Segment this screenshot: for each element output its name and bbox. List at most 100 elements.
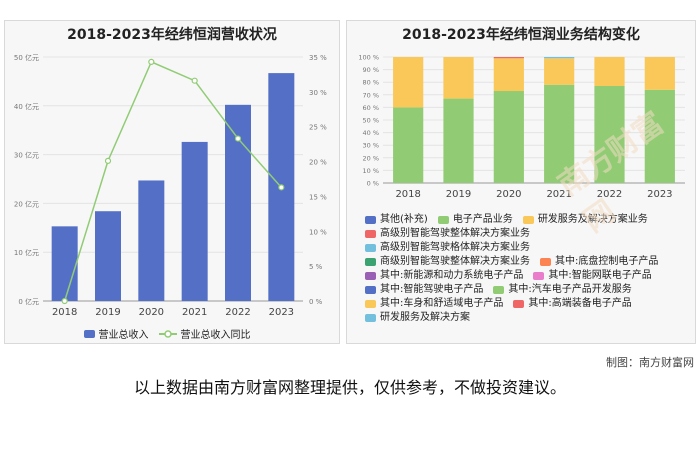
legend-line-icon: [158, 329, 177, 338]
revenue-bar: [181, 141, 208, 301]
legend-label: 研发服务及解决方案业务: [537, 214, 648, 225]
legend-swatch: [365, 230, 376, 238]
revenue-chart-svg: 0 亿元 10 亿元 20 亿元 30 亿元 40 亿元 50 亿元 0 % 5 % 10 % 1…: [14, 53, 327, 318]
y-tick-label: 50 %: [362, 117, 379, 125]
legend-swatch: [365, 272, 376, 280]
legend-label: 其中:智能驾驶电子产品: [380, 284, 484, 295]
revenue-bar: [95, 211, 121, 301]
x-tick-label: 2021: [182, 307, 207, 318]
y-left-tick-label: 20 亿元: [14, 199, 39, 208]
stack-segment: [493, 57, 524, 59]
x-tick-label: 2023: [647, 189, 672, 200]
legend-label: 其中:新能源和动力系统电子产品: [380, 270, 524, 281]
legend-label: 电子产品业务: [452, 214, 513, 225]
legend-item[interactable]: 商级别智能驾驶整体解决方案业务: [365, 255, 530, 269]
legend-swatch-revenue: [83, 329, 95, 338]
y-right-tick-label: 30 %: [309, 89, 327, 97]
legend-item[interactable]: 研发服务及解决方案: [365, 311, 470, 325]
legend-item[interactable]: 其中:智能网联电子产品: [533, 269, 652, 283]
legend-row: 其中:新能源和动力系统电子产品 其中:智能网联电子产品: [365, 269, 695, 283]
y-right-tick-label: 0 %: [309, 298, 323, 306]
business-structure-chart-title: 2018-2023年经纬恒润业务结构变化: [402, 27, 640, 43]
stack-segment: [443, 98, 474, 183]
legend-row: 商级别智能驾驶整体解决方案业务 其中:底盘控制电子产品: [365, 255, 695, 269]
revenue-yoy-point: [234, 135, 242, 142]
y-left-tick-label: 10 亿元: [14, 248, 39, 257]
stack-segment: [644, 57, 675, 90]
revenue-chart-title: 2018-2023年经纬恒润营收状况: [67, 27, 277, 43]
legend-row: 其中:智能驾驶电子产品 其中:汽车电子产品开发服务: [365, 283, 695, 297]
legend-label: 研发服务及解决方案: [380, 312, 470, 323]
y-tick-label: 70 %: [362, 91, 379, 99]
y-tick-label: 30 %: [362, 142, 379, 150]
legend-swatch: [493, 286, 505, 294]
revenue-bar: [138, 180, 165, 301]
stack-segment: [393, 107, 424, 183]
y-left-tick-label: 50 亿元: [14, 53, 39, 62]
legend-label: 其他(补充): [380, 214, 428, 225]
legend-item[interactable]: 其中:高端装备电子产品: [513, 297, 632, 311]
legend-label: 其中:汽车电子产品开发服务: [508, 284, 632, 295]
revenue-bar: [225, 104, 251, 301]
y-left-tick-label: 30 亿元: [14, 151, 39, 160]
legend-row: 其他(补充) 电子产品业务 研发服务及解决方案业务: [365, 213, 695, 227]
stack-segment: [393, 57, 424, 108]
legend-label: 其中:车身和舒适域电子产品: [380, 298, 504, 309]
y-tick-label: 90 %: [362, 66, 379, 74]
stack-segment: [594, 85, 625, 183]
x-tick-label: 2023: [269, 307, 294, 318]
stack-segment: [644, 89, 675, 183]
y-right-tick-label: 5 %: [309, 263, 323, 271]
legend-label: 商级别智能驾驶整体解决方案业务: [380, 256, 530, 267]
y-tick-label: 10 %: [362, 167, 379, 175]
stack-segment: [443, 57, 474, 99]
revenue-chart-panel: 2018-2023年经纬恒润营收状况 0 亿元 10 亿元 20 亿元 30 亿元 40…: [4, 20, 340, 344]
y-right-tick-label: 35 %: [309, 54, 327, 62]
legend-label-revenue: 营业总收入: [98, 330, 149, 341]
stack-segment: [493, 58, 524, 92]
legend-item[interactable]: 高级别智能驾驶格体解决方案业务: [365, 241, 530, 255]
x-tick-label: 2019: [446, 189, 471, 200]
legend-label: 其中:底盘控制电子产品: [555, 256, 659, 267]
stack-segment: [544, 57, 575, 59]
legend-item[interactable]: 电子产品业务: [437, 213, 513, 227]
revenue-chart-legend: 营业总收入 营业总收入同比: [5, 326, 339, 341]
legend-item[interactable]: 高级别智能驾驶整体解决方案业务: [365, 227, 530, 241]
x-tick-label: 2019: [95, 307, 120, 318]
y-left-tick-label: 40 亿元: [14, 102, 39, 111]
x-tick-label: 2022: [225, 307, 250, 318]
x-tick-label: 2022: [597, 189, 622, 200]
revenue-yoy-line: [63, 60, 282, 302]
y-left-tick-label: 0 亿元: [18, 297, 39, 306]
legend-item[interactable]: 其他(补充): [365, 213, 428, 227]
y-right-tick-label: 25 %: [309, 124, 327, 132]
chart-credit: 制图：南方财富网: [606, 356, 694, 369]
legend-swatch: [437, 216, 449, 224]
revenue-bar: [51, 226, 78, 301]
legend-item[interactable]: 其中:汽车电子产品开发服务: [493, 283, 632, 297]
legend-item[interactable]: 其中:车身和舒适域电子产品: [365, 297, 503, 311]
y-tick-label: 60 %: [362, 104, 379, 112]
legend-item-revenue-yoy[interactable]: 营业总收入同比: [158, 326, 251, 341]
legend-label: 其中:高端装备电子产品: [528, 298, 632, 309]
revenue-yoy-point: [191, 77, 198, 84]
legend-row: 研发服务及解决方案: [365, 311, 695, 325]
legend-swatch: [365, 300, 376, 308]
legend-label-revenue-yoy: 营业总收入同比: [180, 330, 251, 341]
y-right-tick-label: 15 %: [309, 193, 327, 201]
legend-item-revenue[interactable]: 营业总收入: [83, 326, 149, 341]
legend-item[interactable]: 其中:新能源和动力系统电子产品: [365, 269, 523, 283]
legend-swatch: [365, 286, 376, 294]
x-tick-label: 2018: [52, 307, 77, 318]
stack-segment: [544, 84, 575, 183]
legend-item[interactable]: 研发服务及解决方案业务: [522, 213, 648, 227]
legend-swatch: [522, 216, 534, 224]
legend-swatch: [540, 258, 551, 266]
y-tick-label: 100 %: [358, 54, 379, 62]
revenue-yoy-point: [148, 58, 155, 65]
legend-label: 高级别智能驾驶格体解决方案业务: [380, 242, 530, 253]
legend-swatch: [365, 258, 376, 266]
legend-item[interactable]: 其中:底盘控制电子产品: [540, 255, 658, 269]
stack-segment: [493, 91, 524, 183]
legend-item[interactable]: 其中:智能驾驶电子产品: [365, 283, 483, 297]
